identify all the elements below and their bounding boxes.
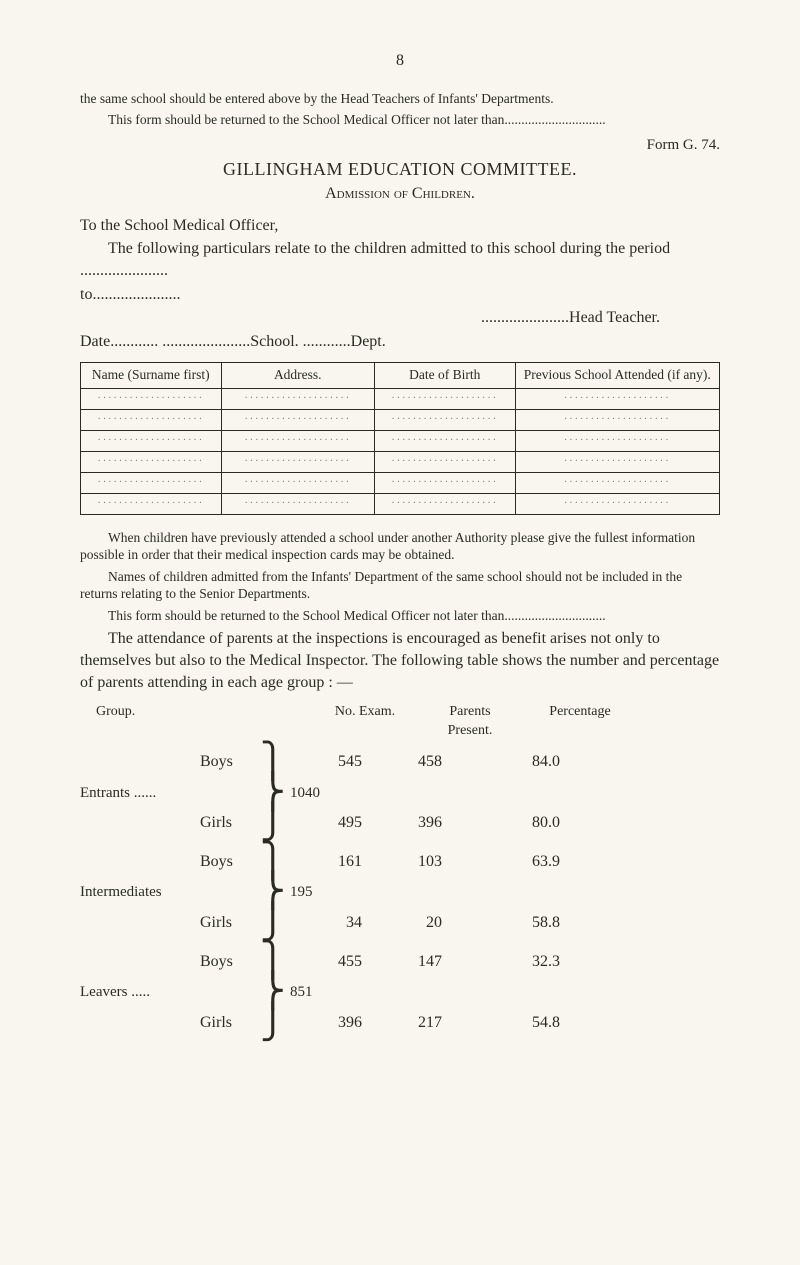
exam-value: 495 (290, 811, 380, 835)
blank-cell: ···················· (374, 451, 515, 472)
blank-cell: ···················· (221, 388, 374, 409)
page-number: 8 (80, 50, 720, 72)
blank-cell: ···················· (515, 493, 719, 514)
blank-cell: ···················· (81, 472, 222, 493)
present-value: 217 (380, 1011, 460, 1035)
group-total: 1040 (290, 785, 380, 802)
blank-cell: ···················· (515, 409, 719, 430)
table-row: ········································… (81, 409, 720, 430)
this-form-para: This form should be returned to the Scho… (80, 607, 720, 625)
attendance-para: The attendance of parents at the inspect… (80, 628, 720, 693)
brace-icon: ⎭ (260, 1008, 290, 1039)
admission-table: Name (Surname first) Address. Date of Bi… (80, 362, 720, 514)
group-total: 195 (290, 884, 380, 901)
blank-cell: ···················· (515, 430, 719, 451)
to-officer: To the School Medical Officer, (80, 215, 720, 237)
percentage-value: 84.0 (460, 750, 570, 774)
names-para: Names of children admitted from the Infa… (80, 568, 720, 603)
sub-label: Girls (200, 1011, 260, 1035)
hdr-parents-present: Parents Present. (420, 703, 520, 741)
blank-cell: ···················· (374, 472, 515, 493)
blank-cell: ···················· (81, 451, 222, 472)
blank-cell: ···················· (374, 493, 515, 514)
blank-cell: ···················· (374, 430, 515, 451)
hdr-group: Group. (80, 703, 240, 741)
exam-value: 455 (290, 950, 380, 974)
groups-header-row: Group. No. Exam. Parents Present. Percen… (80, 703, 720, 741)
blank-cell: ···················· (221, 409, 374, 430)
exam-value: 161 (290, 850, 380, 874)
present-value: 458 (380, 750, 460, 774)
sub-label: Girls (200, 811, 260, 835)
present-value: 147 (380, 950, 460, 974)
blank-cell: ···················· (81, 388, 222, 409)
blank-cell: ···················· (221, 451, 374, 472)
group-block: Boys⎫45514732.3Leavers .....⎬851Girls⎭39… (80, 946, 720, 1038)
hdr-percentage: Percentage (520, 703, 640, 741)
table-row: ········································… (81, 388, 720, 409)
percentage-value: 32.3 (460, 950, 570, 974)
particulars-para: The following particulars relate to the … (80, 238, 720, 281)
group-block: Boys⎫54545884.0Entrants ......⎬1040Girls… (80, 747, 720, 839)
sub-label: Boys (200, 850, 260, 874)
when-para: When children have previously attended a… (80, 529, 720, 564)
date-school-dept: Date............ ......................S… (80, 331, 720, 353)
admission-title: Admission of Children. (80, 183, 720, 205)
blank-cell: ···················· (515, 451, 719, 472)
group-label: Intermediates (80, 884, 200, 901)
to-line: to...................... (80, 284, 720, 306)
blank-cell: ···················· (221, 472, 374, 493)
sub-label: Girls (200, 911, 260, 935)
table-row: ········································… (81, 451, 720, 472)
brace-icon: ⎫ (260, 747, 290, 778)
blank-cell: ···················· (374, 409, 515, 430)
group-label: Leavers ..... (80, 984, 200, 1001)
present-value: 103 (380, 850, 460, 874)
committee-title: GILLINGHAM EDUCATION COMMITTEE. (80, 157, 720, 181)
intro-para-2: This form should be returned to the Scho… (80, 111, 720, 129)
blank-cell: ···················· (81, 409, 222, 430)
blank-cell: ···················· (515, 472, 719, 493)
brace-icon: ⎭ (260, 808, 290, 839)
th-address: Address. (221, 363, 374, 388)
percentage-value: 80.0 (460, 811, 570, 835)
table-row: ········································… (81, 493, 720, 514)
group-label: Entrants ...... (80, 785, 200, 802)
exam-value: 396 (290, 1011, 380, 1035)
intro-para-1: the same school should be entered above … (80, 90, 720, 108)
blank-cell: ···················· (221, 493, 374, 514)
th-dob: Date of Birth (374, 363, 515, 388)
sub-label: Boys (200, 950, 260, 974)
form-g-label: Form G. 74. (80, 135, 720, 155)
blank-cell: ···················· (81, 430, 222, 451)
blank-cell: ···················· (81, 493, 222, 514)
percentage-value: 54.8 (460, 1011, 570, 1035)
brace-icon: ⎭ (260, 908, 290, 939)
group-total: 851 (290, 984, 380, 1001)
table-row: ········································… (81, 430, 720, 451)
table-row: ········································… (81, 472, 720, 493)
head-teacher-line: ......................Head Teacher. (80, 307, 720, 329)
present-value: 396 (380, 811, 460, 835)
group-block: Boys⎫16110363.9Intermediates⎬195Girls⎭34… (80, 847, 720, 939)
exam-value: 34 (290, 911, 380, 935)
blank-cell: ···················· (374, 388, 515, 409)
sub-label: Boys (200, 750, 260, 774)
blank-cell: ···················· (221, 430, 374, 451)
hdr-no-exam: No. Exam. (310, 703, 420, 741)
blank-cell: ···················· (515, 388, 719, 409)
present-value: 20 (380, 911, 460, 935)
th-prev-school: Previous School Attended (if any). (515, 363, 719, 388)
groups-section: Group. No. Exam. Parents Present. Percen… (80, 703, 720, 1038)
percentage-value: 63.9 (460, 850, 570, 874)
th-name: Name (Surname first) (81, 363, 222, 388)
exam-value: 545 (290, 750, 380, 774)
percentage-value: 58.8 (460, 911, 570, 935)
